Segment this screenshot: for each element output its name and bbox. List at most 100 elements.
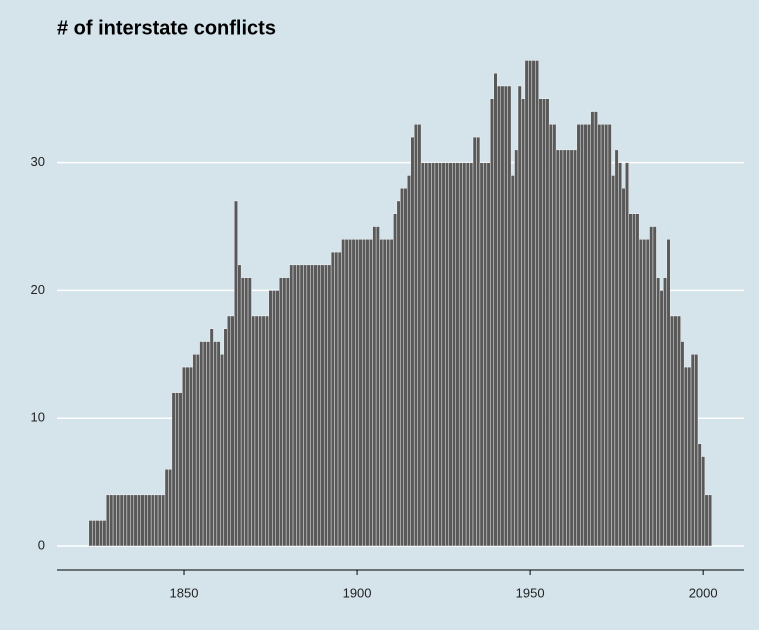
bar <box>341 239 346 547</box>
bar <box>400 188 404 547</box>
bar <box>119 494 124 547</box>
bar <box>244 277 249 547</box>
bar <box>393 213 398 547</box>
bar <box>171 392 176 547</box>
bar <box>625 162 629 547</box>
bar <box>424 162 429 547</box>
x-tick-label: 1900 <box>343 585 372 600</box>
bar <box>105 494 110 547</box>
bar <box>140 494 145 547</box>
bar <box>317 264 321 547</box>
bar <box>147 494 152 547</box>
bar <box>261 315 266 547</box>
bar <box>413 124 418 547</box>
bar <box>133 494 138 547</box>
bar <box>649 226 654 547</box>
bar <box>278 277 283 547</box>
bar <box>500 85 505 547</box>
bar <box>587 124 591 547</box>
bar <box>531 60 536 547</box>
bar <box>403 188 408 547</box>
bar <box>497 85 501 547</box>
bar <box>195 354 200 547</box>
bar <box>216 341 221 547</box>
bar <box>313 264 318 547</box>
bar <box>524 60 529 547</box>
bar <box>189 366 193 547</box>
bar <box>538 98 543 547</box>
bar <box>677 315 681 547</box>
bar <box>144 494 148 547</box>
bar <box>220 354 225 547</box>
bar <box>206 341 211 547</box>
bar <box>268 290 273 547</box>
bar <box>130 494 135 547</box>
bar <box>452 162 456 547</box>
bar <box>296 264 301 547</box>
bar <box>607 124 612 547</box>
bar <box>362 239 366 547</box>
bar <box>223 328 228 547</box>
bar <box>306 264 311 547</box>
bar <box>150 494 155 547</box>
bar <box>628 213 633 547</box>
bar <box>690 354 695 547</box>
bar <box>178 392 183 547</box>
bar <box>708 494 713 547</box>
bar <box>479 162 484 547</box>
bar <box>545 98 550 547</box>
bar <box>368 239 373 547</box>
bar <box>593 111 598 547</box>
bar <box>670 315 674 547</box>
bar <box>666 239 671 547</box>
bar <box>683 366 688 547</box>
bar <box>126 494 131 547</box>
bar <box>580 124 584 547</box>
bar <box>697 443 702 547</box>
bar <box>175 392 180 547</box>
bar <box>213 341 218 547</box>
bar <box>618 162 623 547</box>
bar <box>372 226 377 547</box>
bar <box>230 315 235 547</box>
bar <box>254 315 259 547</box>
bar <box>663 277 668 547</box>
y-tick-label: 20 <box>31 282 45 297</box>
bar <box>483 162 488 547</box>
bar <box>227 315 231 547</box>
bar <box>548 124 553 547</box>
bar <box>240 277 245 547</box>
bar <box>597 124 602 547</box>
bar <box>389 239 394 547</box>
bar <box>275 290 280 547</box>
bar <box>528 60 533 547</box>
bar <box>337 251 342 547</box>
bar <box>611 175 616 547</box>
bar <box>555 149 560 547</box>
bar <box>182 366 186 547</box>
bar <box>642 239 647 547</box>
x-tick-label: 1950 <box>516 585 545 600</box>
y-tick-label: 10 <box>31 410 45 425</box>
bar <box>137 494 141 547</box>
bar <box>99 520 103 547</box>
bar <box>185 366 190 547</box>
bar <box>535 60 539 547</box>
bar <box>507 85 512 547</box>
bar <box>652 226 657 547</box>
bar <box>299 264 304 547</box>
bar <box>123 494 128 547</box>
bar <box>92 520 96 547</box>
bar <box>417 124 422 547</box>
bar <box>441 162 446 547</box>
bar <box>445 162 449 547</box>
y-tick-label: 30 <box>31 154 45 169</box>
bar <box>469 162 474 547</box>
bar <box>379 239 384 547</box>
bar <box>687 366 692 547</box>
bar <box>420 162 425 547</box>
bar <box>583 124 588 547</box>
bar <box>632 213 636 547</box>
bar <box>510 175 515 547</box>
